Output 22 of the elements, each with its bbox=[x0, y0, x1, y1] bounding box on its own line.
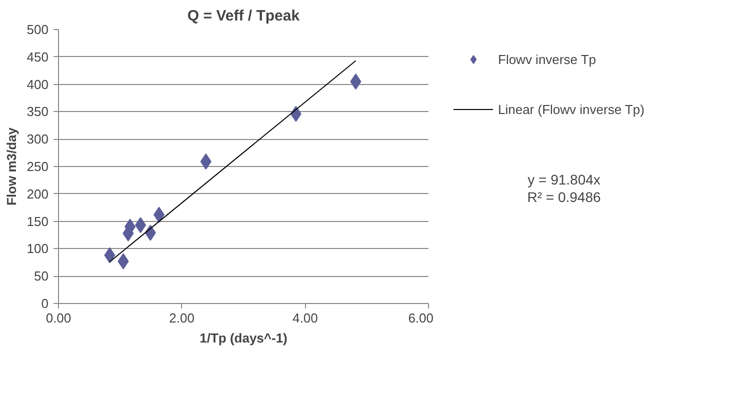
text: R² = 0.9486 bbox=[527, 188, 601, 205]
y-tick-label: 500 bbox=[26, 22, 49, 37]
y-tick-label: 400 bbox=[26, 76, 49, 92]
y-tick-label: 250 bbox=[26, 159, 49, 174]
y-axis-title: Flow m3/day bbox=[4, 126, 19, 206]
x-tick-label: 0.00 bbox=[46, 310, 72, 326]
y-tick-label: 200 bbox=[26, 186, 49, 202]
y-tick-label: 0 bbox=[41, 296, 49, 311]
x-axis-title: 1/Tp (days^-1) bbox=[200, 330, 288, 346]
y-tick-label: 50 bbox=[34, 268, 49, 284]
x-tick-label: 4.00 bbox=[292, 310, 318, 326]
x-tick-label: 6.00 bbox=[408, 310, 434, 326]
x-tick-label: 2.00 bbox=[169, 310, 194, 326]
y-tick-label: 150 bbox=[26, 214, 49, 229]
chart-title: Q = Veff / Tpeak bbox=[187, 8, 300, 24]
legend-label: Linear (Flowv inverse Tp) bbox=[498, 102, 644, 116]
y-tick-label: 450 bbox=[26, 49, 49, 64]
y-tick-label: 100 bbox=[26, 241, 49, 256]
y-tick-label: 300 bbox=[26, 132, 49, 147]
text: y = 91.804x bbox=[528, 172, 600, 188]
y-tick-label: 350 bbox=[26, 104, 49, 120]
legend-label: Flowv inverse Tp bbox=[498, 52, 596, 66]
